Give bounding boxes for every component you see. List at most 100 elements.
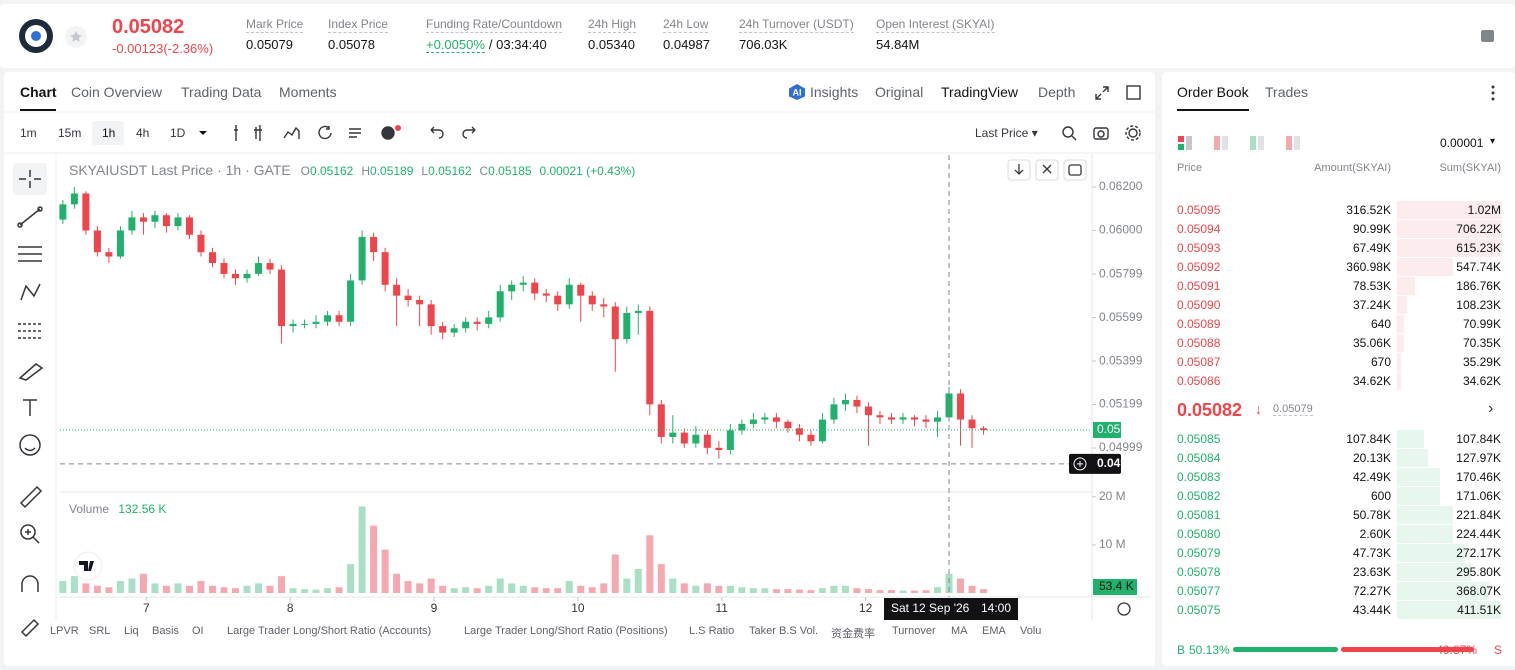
drawing-tools[interactable]: [13, 163, 47, 638]
chart: 0.06200 0.06000 0.05799 0.05599 0.05399 0.051…: [4, 111, 1155, 638]
buy-ratio: 50.13%: [1189, 643, 1230, 657]
candle-body: [450, 328, 458, 333]
candle-body: [174, 217, 182, 227]
volume-bar: [105, 587, 113, 593]
x-tick-label: 9: [431, 601, 438, 615]
stat-number: 0.05079: [246, 37, 293, 52]
volume-bar: [980, 589, 988, 593]
candle-body: [830, 404, 838, 420]
candle-body: [278, 269, 286, 327]
candle-body: [416, 300, 424, 305]
indicator: L.S Ratio: [689, 625, 735, 637]
candle-body: [669, 432, 677, 437]
chart-buttons[interactable]: [1007, 159, 1131, 616]
candle-body: [70, 193, 78, 205]
stat-value: 0.05078: [328, 37, 375, 52]
candle-body: [381, 252, 389, 285]
stat-value: 0.04987: [663, 37, 710, 52]
notes-icon[interactable]: [1478, 28, 1498, 44]
book-amount: 107.84K: [1346, 432, 1391, 446]
volume-tag-label: 53.4 K: [1099, 579, 1134, 593]
candle-body: [393, 284, 401, 296]
precision-caret: ▾: [1490, 136, 1496, 147]
volume-bar: [542, 588, 550, 593]
book-amount: 67.49K: [1352, 241, 1391, 255]
depth-bar: [1397, 430, 1424, 448]
buy-label: B: [1177, 643, 1186, 657]
book-price: 0.05081: [1177, 508, 1221, 522]
ohlc-value: 0.05162: [428, 164, 472, 178]
depth-bar: [1397, 449, 1428, 467]
more-button[interactable]: [1488, 84, 1498, 102]
stat-label: 24h High: [588, 17, 637, 33]
book-sum: 706.22K: [1456, 222, 1501, 236]
candle-body: [289, 323, 297, 327]
candle-body: [473, 321, 481, 324]
y-tick-label: 0.04999: [1099, 440, 1143, 454]
price-type-selector[interactable]: Last Price ▾: [975, 126, 1038, 140]
candle-body: [370, 236, 378, 253]
col-header: Sum(SKYAI): [1439, 162, 1501, 174]
chart-legend: SKYAIUSDT Last Price · 1h · GATE O0.0516…: [69, 162, 635, 178]
stat-label: Index Price: [328, 17, 389, 33]
volume-bar: [531, 587, 539, 593]
ohlc-key: H: [361, 164, 371, 178]
volume-bar: [784, 589, 792, 593]
candle-body: [899, 417, 907, 420]
volume-bar: [185, 585, 193, 593]
interval: 4h: [136, 126, 150, 140]
volume-bar: [324, 588, 332, 593]
x-tick-label: 11: [715, 601, 728, 615]
book-price: 0.05077: [1177, 584, 1221, 598]
crosshair-time-tag: [884, 598, 1018, 620]
book-amount: 90.99K: [1352, 222, 1391, 236]
candle-body: [116, 230, 124, 257]
volume-bar: [312, 589, 320, 593]
depth-bar: [1397, 601, 1501, 619]
favorite-button[interactable]: [64, 25, 88, 49]
stat-number: 0.05078: [328, 37, 375, 52]
indicator: Large Trader Long/Short Ratio (Accounts): [227, 625, 432, 637]
mark-price: 0.05079: [1273, 403, 1313, 416]
volume-tick-label: 10 M: [1099, 537, 1126, 551]
book-sum: 35.29K: [1462, 355, 1501, 369]
volume-bar: [623, 578, 631, 593]
book-price: 0.05083: [1177, 470, 1221, 484]
sell-label: S: [1494, 643, 1503, 657]
volume-tick-label: 20 M: [1099, 489, 1126, 503]
view-tab: Original: [875, 84, 924, 100]
panel-buttons[interactable]: [1093, 84, 1149, 102]
candle-body: [726, 430, 734, 450]
volume-bar: [116, 580, 124, 593]
book-price: 0.05087: [1177, 355, 1221, 369]
ohlc-value: 0.05162: [309, 164, 354, 178]
volume-bar: [208, 585, 216, 593]
depth-bar: [1397, 544, 1465, 562]
book-amount: 78.53K: [1352, 279, 1391, 293]
chart-panel: [4, 72, 1155, 666]
y-tick-label: 0.06200: [1099, 179, 1143, 193]
book-amount: 43.44K: [1352, 603, 1391, 617]
candle-body: [922, 419, 930, 422]
book-sum: 127.97K: [1456, 451, 1501, 465]
indicator: OI: [192, 625, 204, 637]
volume-bar: [680, 583, 688, 593]
volume-bar: [427, 578, 435, 593]
book-amount: 2.60K: [1359, 527, 1391, 541]
volume-bar: [358, 506, 366, 593]
volume-bar: [370, 525, 378, 593]
toolbar-icons[interactable]: [196, 124, 486, 142]
crosshair-date: Sat 12 Sep '26: [891, 601, 970, 615]
volume-bar: [853, 588, 861, 593]
chart-tools[interactable]: [1060, 124, 1146, 142]
volume-bar: [715, 585, 723, 593]
volume-bar: [335, 587, 343, 593]
book-sum: 615.23K: [1456, 241, 1501, 255]
candle-body: [646, 310, 654, 405]
depth-bar: [1397, 334, 1404, 352]
book-view-buttons[interactable]: [1176, 134, 1316, 152]
volume-bar: [772, 589, 780, 593]
stat-label: Funding Rate/Countdown: [426, 17, 563, 33]
stat-number: 0.05340: [588, 37, 635, 52]
interval: 1m: [20, 126, 37, 140]
